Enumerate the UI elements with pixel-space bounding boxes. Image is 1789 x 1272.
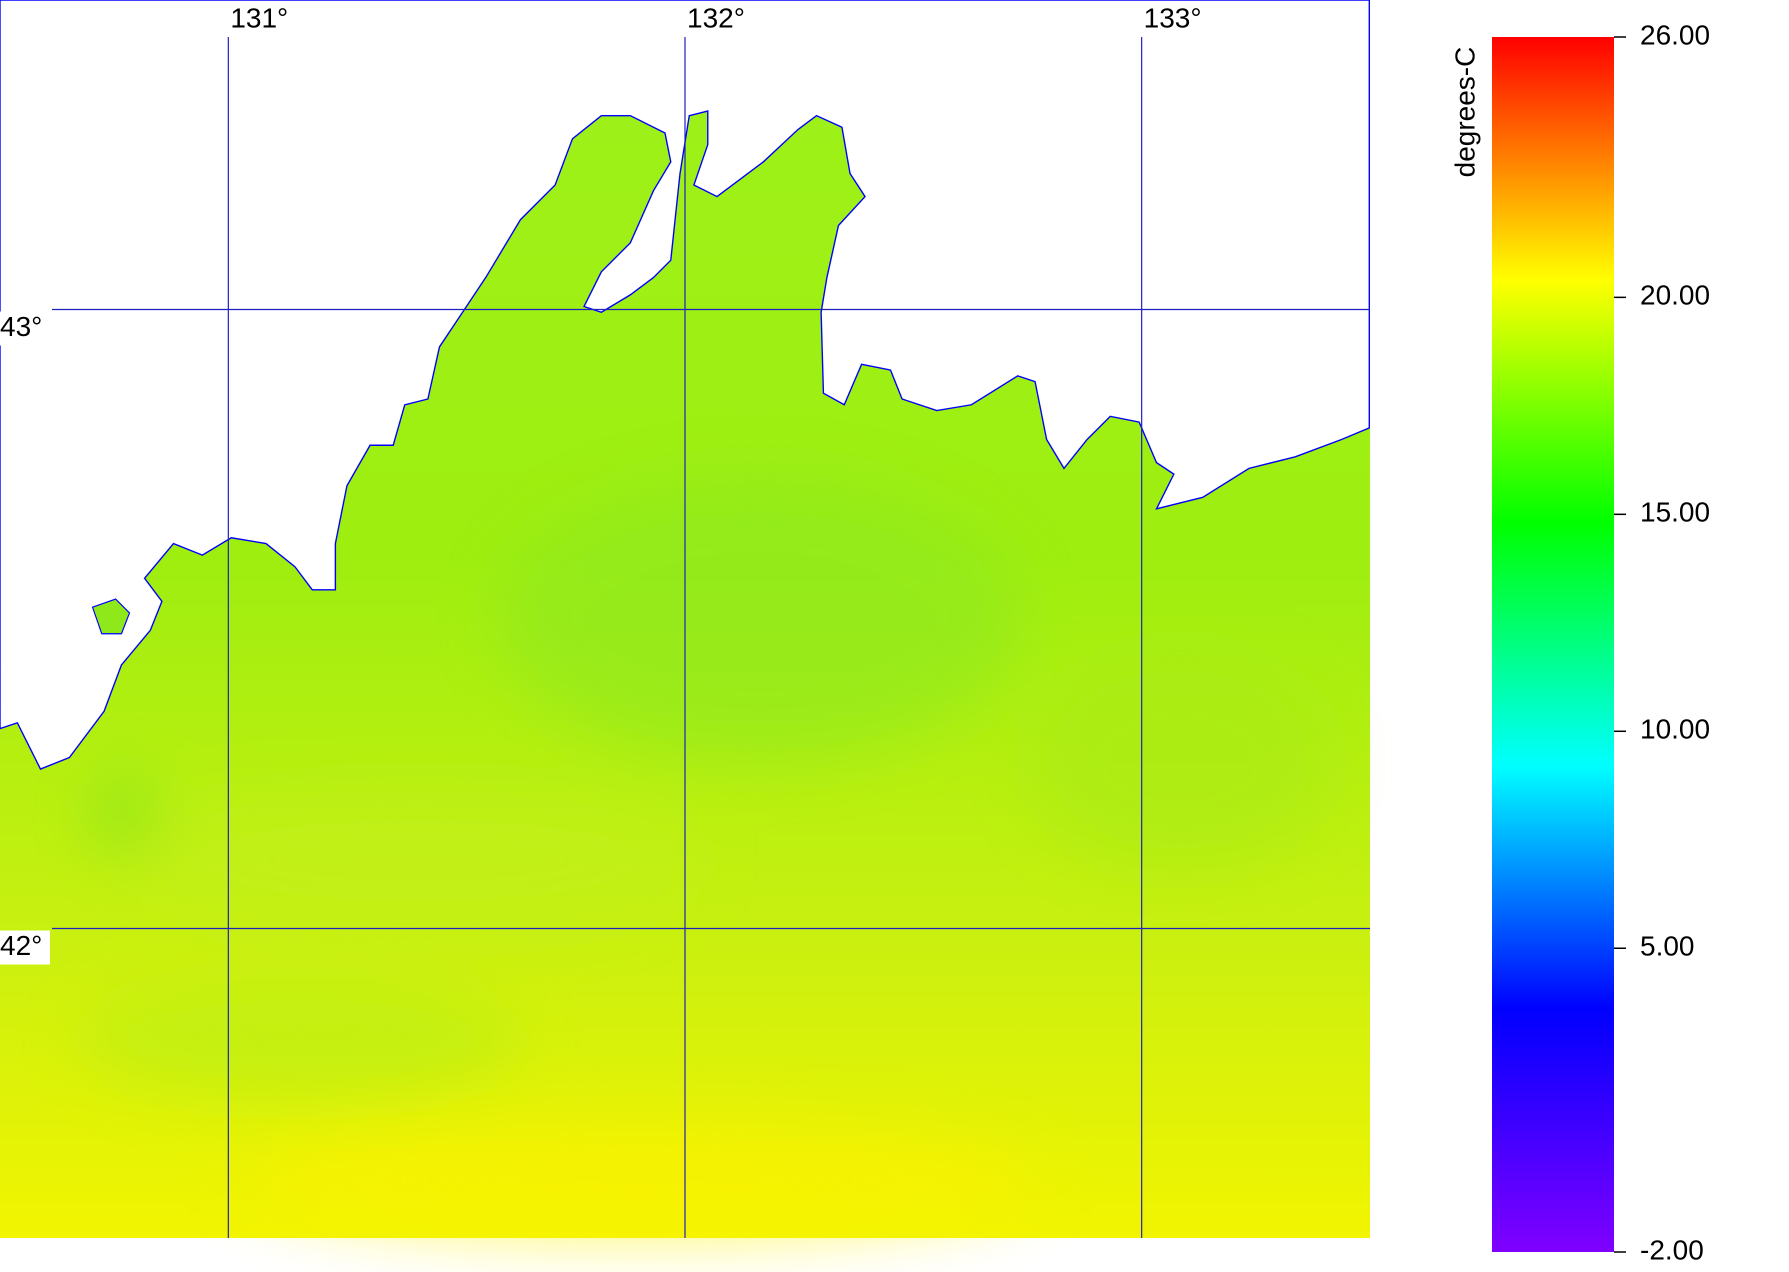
graticule: 131° 132° 133° 43° 42° bbox=[0, 2, 1370, 1238]
land bbox=[0, 0, 1370, 770]
colorbar-gradient bbox=[1492, 37, 1614, 1252]
colorbar-tick-label: 10.00 bbox=[1640, 714, 1710, 745]
colorbar-tick-label: 15.00 bbox=[1640, 497, 1710, 528]
latitude-label: 43° bbox=[0, 311, 42, 342]
colorbar-tick-label: 5.00 bbox=[1640, 931, 1695, 962]
colorbar: degrees-C 26.00 20.00 15.00 10.00 5.00 -2.00 bbox=[1449, 19, 1710, 1265]
colorbar-tick-label: 20.00 bbox=[1640, 280, 1710, 311]
longitude-label: 133° bbox=[1144, 2, 1202, 33]
latitude-label-bg bbox=[0, 311, 50, 346]
colorbar-tick-label: -2.00 bbox=[1640, 1234, 1704, 1265]
sea-texture bbox=[80, 480, 1330, 1240]
colorbar-tick-label: 26.00 bbox=[1640, 19, 1710, 50]
longitude-label: 131° bbox=[230, 2, 288, 33]
latitude-label-bg bbox=[0, 930, 50, 965]
longitude-label: 132° bbox=[687, 2, 745, 33]
colorbar-title: degrees-C bbox=[1449, 47, 1480, 178]
latitude-label: 42° bbox=[0, 930, 42, 961]
